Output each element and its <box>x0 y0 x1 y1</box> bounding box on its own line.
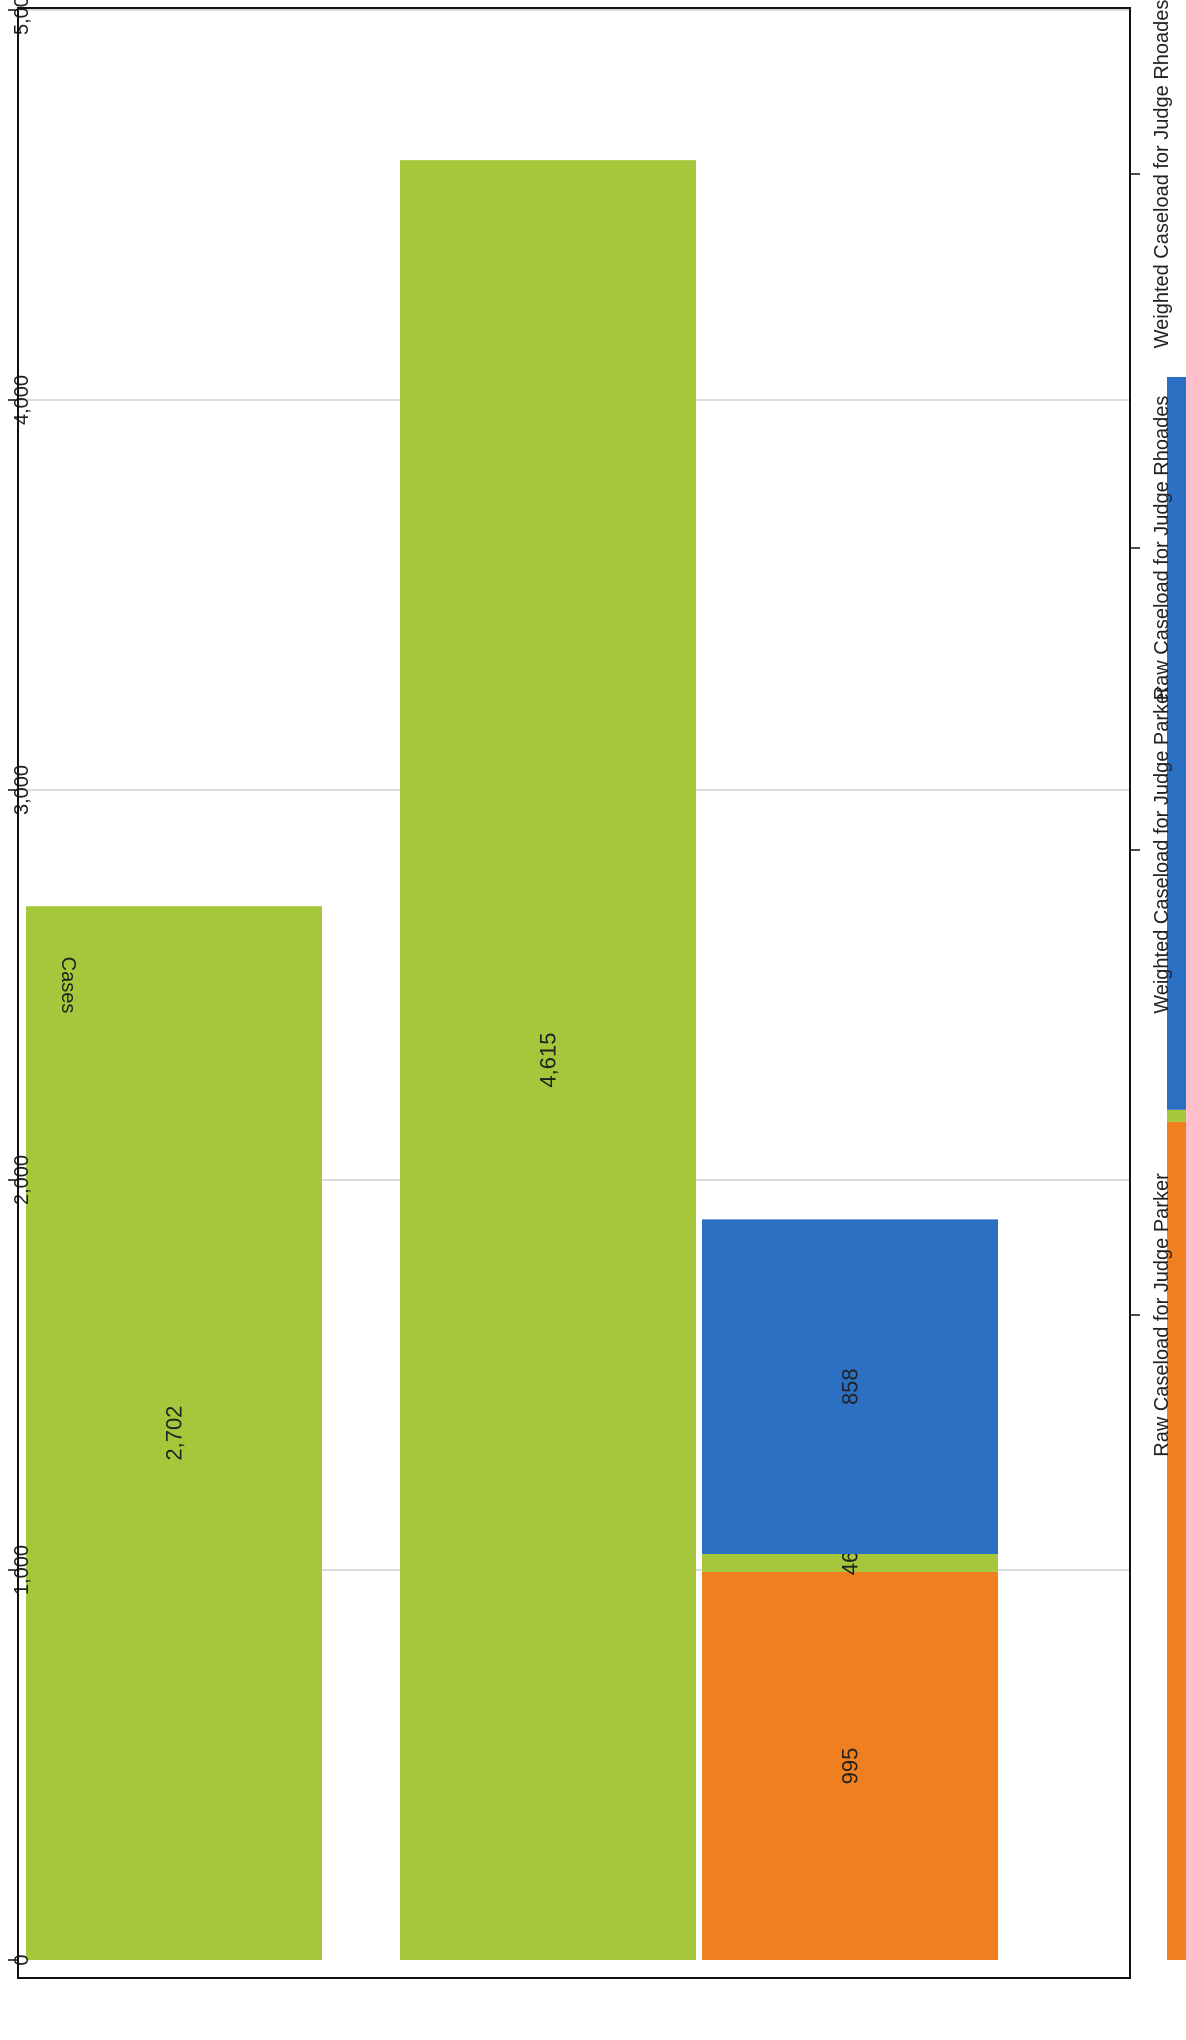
data-label: 858 <box>838 1368 863 1405</box>
value-tick-label: 5,000 <box>11 0 33 35</box>
data-label: 2,702 <box>162 1406 187 1461</box>
data-label: 995 <box>838 1748 863 1785</box>
data-label: 4,615 <box>536 1033 561 1088</box>
value-tick-label: 3,000 <box>11 765 33 815</box>
value-tick-label: 1,000 <box>11 1545 33 1595</box>
category-label: Weighted Caseload for Judge Parker <box>1151 686 1173 1014</box>
category-label: Raw Caseload for Judge Rhoades <box>1151 396 1173 701</box>
data-label: 46 <box>838 1551 863 1575</box>
value-tick-label: 0 <box>11 1954 33 1965</box>
value-tick-label: 4,000 <box>11 375 33 425</box>
category-label: Raw Caseload for Judge Parker <box>1151 1173 1173 1457</box>
value-tick-label: 2,000 <box>11 1155 33 1205</box>
bar-segment <box>1167 1110 1186 1122</box>
value-axis-title: Cases <box>57 957 79 1014</box>
category-label: Weighted Caseload for Judge Rhoades <box>1151 0 1173 348</box>
